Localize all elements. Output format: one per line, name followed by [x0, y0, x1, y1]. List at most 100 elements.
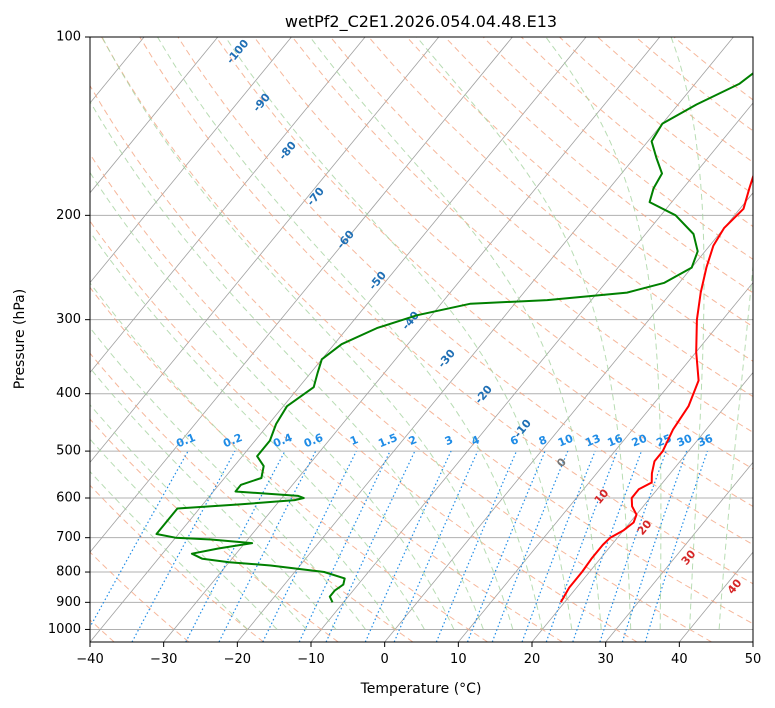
x-tick-label: 0: [381, 652, 389, 667]
y-tick-label: 1000: [48, 622, 81, 637]
isotherm--90: [90, 37, 219, 194]
dry-adiabat: [177, 37, 753, 546]
dry-adiabat: [90, 352, 414, 642]
dry-adiabat: [90, 484, 264, 642]
moist-adiabat: [90, 470, 248, 630]
isotherm--10: [310, 102, 753, 642]
moist-adiabat: [90, 404, 307, 630]
mixing-ratio-line: [364, 450, 452, 642]
moist-adiabats: [90, 37, 753, 630]
x-tick-label: −40: [76, 652, 103, 667]
dry-adiabat: [90, 551, 190, 642]
plot-area: -100-90-80-70-60-50-40-30-20-10010203040…: [90, 37, 753, 642]
x-axis-title: Temperature (°C): [360, 681, 482, 697]
dry-adiabat: [90, 153, 638, 642]
x-tick-label: 20: [524, 652, 541, 667]
moist-adiabat: [90, 171, 455, 630]
isotherm--70: [90, 37, 366, 374]
y-axis-ticks: 100 200 300 400 500 600 700 800 900 1000: [48, 30, 90, 637]
sounding-profiles: [155, 72, 753, 603]
isotherm--40: [90, 37, 587, 642]
isotherm-30: [605, 461, 753, 642]
y-tick-label: 500: [56, 444, 81, 459]
y-tick-label: 100: [56, 30, 81, 45]
dry-adiabat: [330, 37, 753, 398]
isotherm--50: [90, 37, 513, 553]
moist-adiabat: [90, 282, 396, 630]
isobar-grid: [90, 37, 753, 630]
mixing-ratio-line: [218, 450, 317, 642]
plot-frame: [89, 36, 754, 643]
moist-adiabat: [157, 37, 543, 630]
isotherm-0: [384, 192, 753, 642]
y-tick-label: 800: [56, 565, 81, 580]
isotherm--30: [163, 37, 661, 642]
x-tick-label: −30: [150, 652, 177, 667]
moist-adiabat: [670, 37, 705, 630]
x-axis-ticks: −40 −30 −20 −10 0 10 20 30 40 50: [76, 642, 761, 667]
y-tick-label: 200: [56, 208, 81, 223]
moist-adiabat: [90, 367, 337, 630]
mixing-ratio-lines: [90, 450, 708, 642]
temperature-profile: [559, 173, 753, 603]
moist-adiabat: [90, 231, 425, 630]
dry-adiabat: [253, 37, 753, 470]
mixing-ratio-label: 25: [654, 432, 673, 450]
mixing-ratio-line: [644, 450, 708, 642]
dry-adiabat: [90, 84, 712, 642]
moist-adiabat: [718, 261, 753, 630]
mixing-ratio-line: [521, 450, 596, 642]
mixing-ratio-line: [621, 450, 688, 642]
x-tick-label: −10: [297, 652, 324, 667]
dry-adiabat: [215, 37, 753, 507]
isotherm-10: [458, 282, 753, 642]
x-tick-label: −20: [224, 652, 251, 667]
mixing-ratio-line: [466, 450, 546, 642]
mixing-ratio-line: [435, 450, 518, 642]
moist-adiabat: [416, 37, 632, 630]
mixing-ratio-label: 16: [606, 432, 625, 450]
x-tick-label: 30: [597, 652, 614, 667]
x-tick-label: 50: [745, 652, 762, 667]
mixing-ratio-label: 36: [696, 432, 715, 450]
moist-adiabat: [90, 438, 278, 630]
x-tick-label: 40: [671, 652, 688, 667]
moist-adiabat: [224, 37, 573, 630]
mixing-ratio-line: [491, 450, 569, 642]
moist-adiabat: [90, 100, 484, 630]
mixing-ratio-label: 30: [675, 432, 694, 450]
mixing-ratio-label: 13: [583, 432, 602, 450]
moist-adiabat: [545, 37, 662, 630]
mixing-ratio-line: [131, 450, 236, 642]
dry-adiabats: [90, 37, 753, 642]
mixing-ratio-label: 3: [443, 433, 455, 448]
isotherm-20: [531, 371, 753, 642]
y-tick-label: 900: [56, 595, 81, 610]
y-axis-title: Pressure (hPa): [12, 289, 28, 389]
x-tick-label: 10: [450, 652, 467, 667]
dry-adiabat: [292, 37, 753, 433]
mixing-ratio-label: 2: [407, 433, 419, 448]
dry-adiabat: [90, 286, 488, 642]
isotherm--60: [90, 37, 440, 463]
isotherm-grid: [90, 37, 753, 642]
moist-adiabat: [101, 37, 514, 630]
mixing-ratio-label: 8: [537, 433, 549, 448]
chart-title: wetPf2_C2E1.2026.054.04.48.E13: [285, 12, 557, 32]
mixing-ratio-line: [393, 450, 479, 642]
mixing-ratio-line: [599, 450, 667, 642]
mixing-ratio-label: 10: [556, 432, 575, 450]
mixing-ratio-line: [545, 450, 618, 642]
y-tick-label: 300: [56, 312, 81, 327]
moist-adiabat: [309, 37, 602, 630]
dry-adiabat: [90, 418, 339, 642]
y-tick-label: 600: [56, 491, 81, 506]
mixing-ratio-line: [262, 450, 357, 642]
isotherm--20: [237, 37, 734, 642]
dry-adiabat: [90, 220, 563, 642]
mixing-ratio-label: 1: [348, 433, 360, 448]
y-tick-label: 700: [56, 530, 81, 545]
y-tick-label: 400: [56, 386, 81, 401]
